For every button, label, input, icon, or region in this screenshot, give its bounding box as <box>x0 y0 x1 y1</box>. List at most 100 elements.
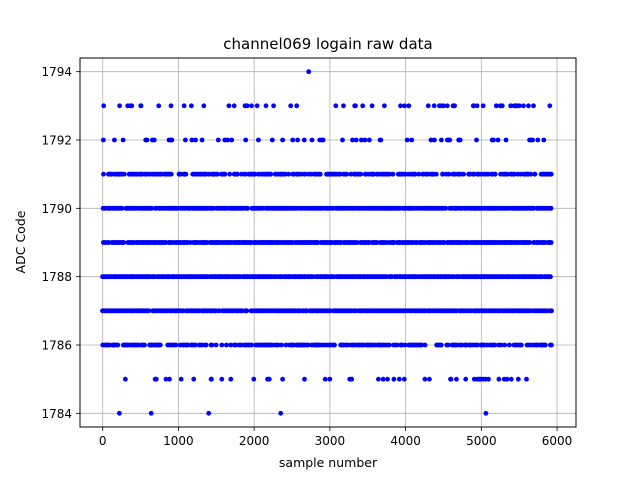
data-point <box>443 205 449 211</box>
data-point <box>439 137 444 143</box>
data-point <box>341 103 346 109</box>
data-point <box>219 342 225 348</box>
data-point <box>112 137 117 143</box>
data-point <box>402 342 408 348</box>
x-axis-ticks: 0 1000 2000 3000 4000 5000 6000 <box>99 427 572 448</box>
data-point <box>503 137 509 143</box>
data-point <box>353 103 358 109</box>
data-point <box>153 376 159 382</box>
data-point <box>528 171 534 177</box>
data-point <box>106 342 112 348</box>
data-point <box>117 410 122 416</box>
data-point <box>518 342 524 348</box>
data-point <box>157 342 163 348</box>
data-point <box>382 103 387 109</box>
data-point <box>530 137 535 143</box>
data-point <box>376 376 381 382</box>
data-point <box>243 137 249 143</box>
data-point <box>402 103 407 109</box>
data-point <box>369 103 375 109</box>
data-point <box>169 137 175 143</box>
data-point <box>269 342 275 348</box>
x-tick-label: 5000 <box>466 434 497 448</box>
data-point <box>301 137 307 143</box>
data-point <box>508 103 513 109</box>
data-point <box>302 171 308 177</box>
data-point <box>295 137 300 143</box>
data-point <box>502 342 508 348</box>
data-point <box>203 342 209 348</box>
data-point <box>366 137 372 143</box>
data-point <box>144 137 150 143</box>
data-point <box>416 171 422 177</box>
data-point <box>156 103 162 109</box>
x-tick-label: 2000 <box>239 434 270 448</box>
data-point <box>168 171 174 177</box>
data-point <box>412 171 418 177</box>
data-point <box>507 342 512 348</box>
data-point <box>492 171 498 177</box>
data-point <box>380 376 386 382</box>
data-point <box>243 171 248 177</box>
data-point <box>306 69 312 75</box>
x-tick-label: 3000 <box>315 434 346 448</box>
y-tick-label: 1788 <box>41 270 72 284</box>
data-point <box>269 137 275 143</box>
data-point <box>431 103 437 109</box>
y-axis-ticks: 1784 1786 1788 1790 1792 1794 <box>41 65 80 421</box>
data-point <box>535 137 541 143</box>
data-point <box>526 103 531 109</box>
data-point <box>396 376 402 382</box>
data-point <box>471 171 477 177</box>
data-point <box>445 342 451 348</box>
data-point <box>121 240 127 245</box>
data-point <box>505 171 511 177</box>
y-tick-label: 1792 <box>41 134 72 148</box>
data-point <box>263 103 269 109</box>
data-point <box>146 308 152 314</box>
data-point <box>461 171 466 177</box>
data-point <box>168 103 174 109</box>
data-point <box>441 103 446 109</box>
x-tick-label: 1000 <box>163 434 194 448</box>
data-point <box>428 137 434 143</box>
data-point <box>185 342 191 348</box>
data-point <box>256 137 261 143</box>
data-point <box>229 137 235 143</box>
data-point <box>512 171 517 177</box>
data-point <box>254 103 260 109</box>
data-point <box>227 171 233 177</box>
data-point <box>268 171 274 177</box>
data-point <box>280 376 285 382</box>
data-point <box>235 171 240 177</box>
y-tick-label: 1794 <box>41 65 72 79</box>
data-point <box>508 376 514 382</box>
data-point <box>294 103 300 109</box>
x-tick-label: 4000 <box>390 434 421 448</box>
data-point <box>541 137 547 143</box>
data-point <box>101 103 107 109</box>
data-points <box>100 69 554 416</box>
data-point <box>280 137 285 143</box>
data-point <box>398 103 403 109</box>
plot-frame <box>79 57 577 428</box>
data-point <box>151 137 157 143</box>
data-point <box>390 171 396 177</box>
data-point <box>353 137 359 143</box>
data-point <box>178 376 184 382</box>
data-point <box>391 376 397 382</box>
data-point <box>327 376 333 382</box>
data-point <box>193 342 198 348</box>
data-point <box>532 171 538 177</box>
data-point <box>290 137 296 143</box>
data-point <box>252 171 258 177</box>
data-point <box>233 342 239 348</box>
data-point <box>228 342 234 348</box>
data-point <box>219 376 225 382</box>
data-point <box>422 376 428 382</box>
data-point <box>406 103 412 109</box>
data-point <box>350 137 355 143</box>
data-point <box>344 171 350 177</box>
data-point <box>475 342 480 348</box>
